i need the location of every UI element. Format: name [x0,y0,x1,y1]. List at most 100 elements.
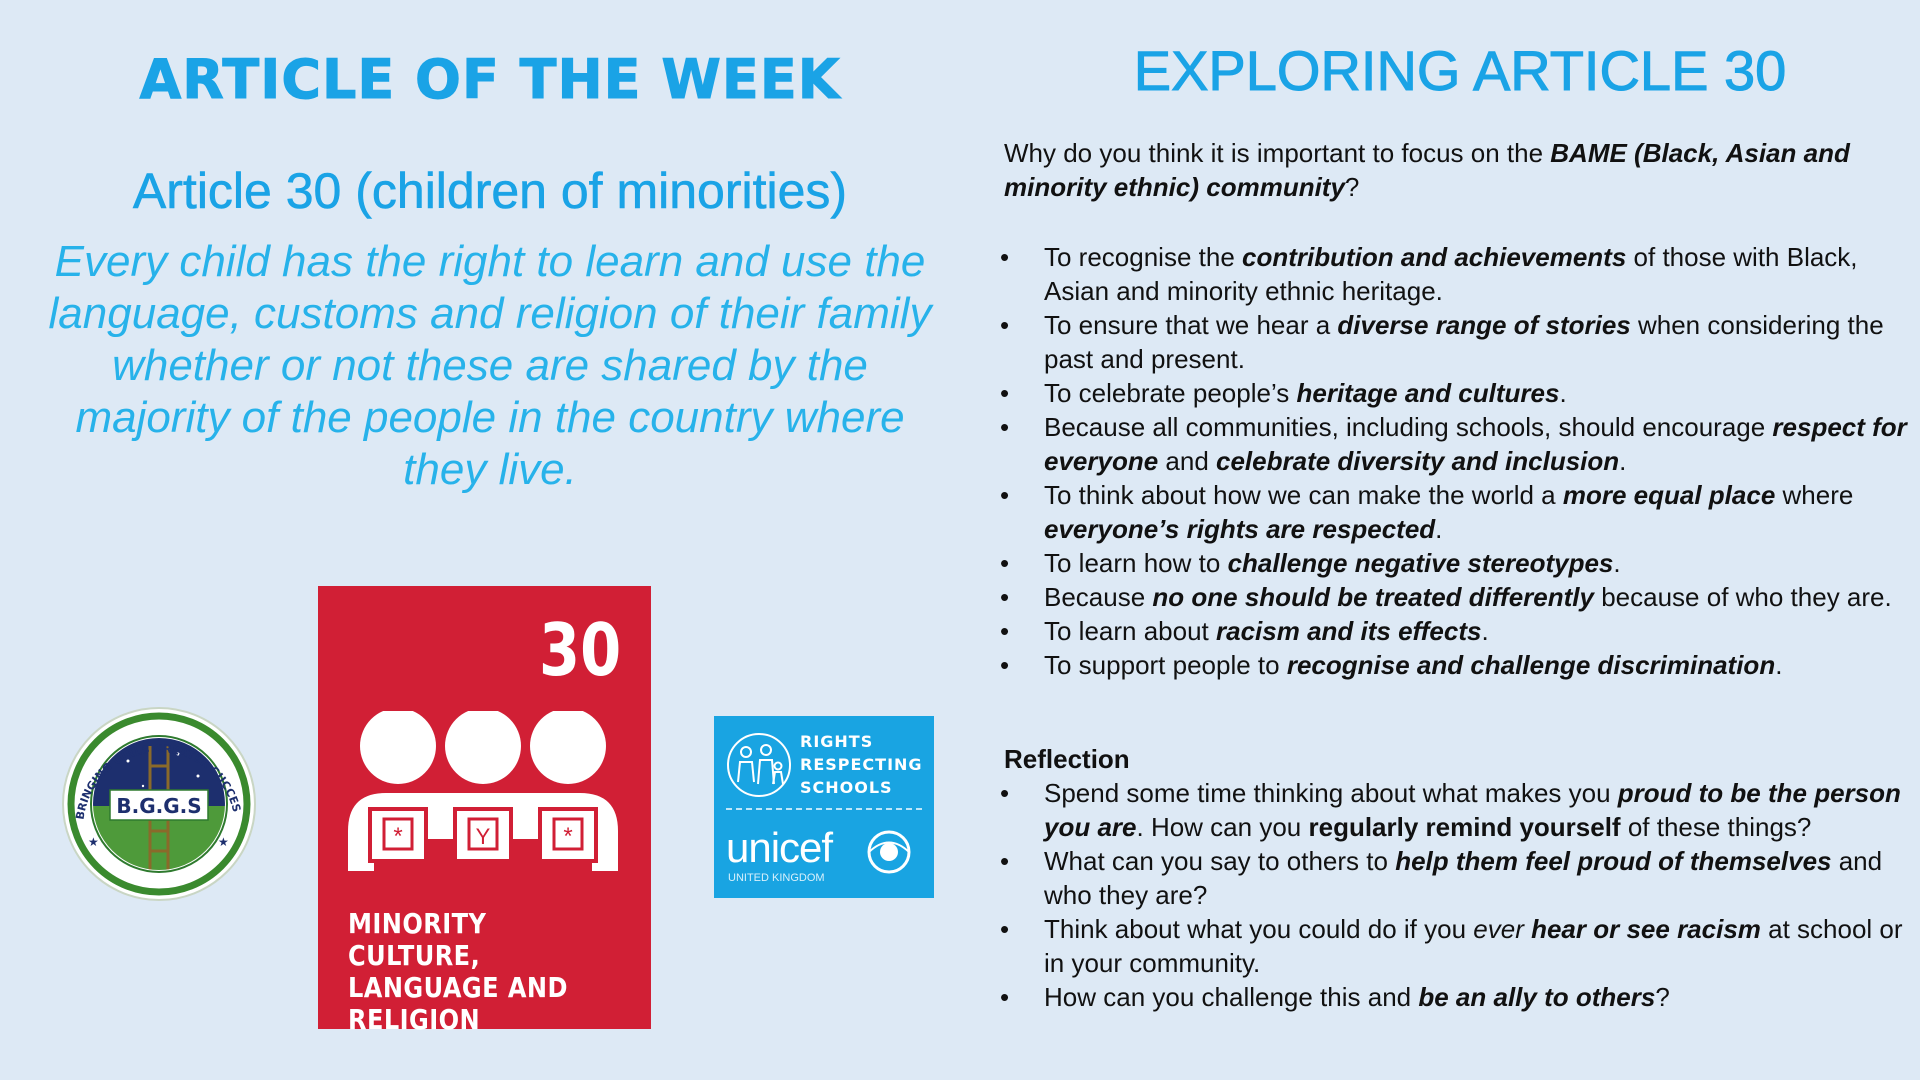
reason-item: • Because no one should be treated differ… [1000,580,1920,614]
divider [726,808,922,810]
text-run: Because [1044,582,1153,612]
reflection-item: • Spend some time thinking about what mak… [1000,776,1920,844]
bullet-icon: • [1000,582,1010,612]
text-run: and [1158,446,1217,476]
text-run: contribution and achievements [1242,242,1627,272]
reason-item: • To think about how we can make the worl… [1000,478,1920,546]
reason-item: • To learn how to challenge negative ster… [1000,546,1920,580]
text-run: and who they are? [1044,846,1883,910]
text-run: be an ally to others [1418,982,1656,1012]
bullet-icon: • [1000,480,1010,510]
text-run: diverse range of stories [1337,310,1631,340]
text-run: Think about what you could do if you [1044,914,1474,944]
minority-culture-icon: * Y * [348,708,618,876]
exploring-article-panel: EXPLORING ARTICLE 30 Why do you think it… [1000,0,1920,1080]
text-run: respect for everyone [1044,412,1907,476]
text-run: challenge negative stereotypes [1227,548,1614,578]
bullet-icon: • [1000,378,1010,408]
text-run: BAME (Black, Asian and minority ethnic) … [1004,138,1850,202]
reason-item: • To celebrate people’s heritage and cult… [1000,376,1920,410]
text-run: . [1435,514,1443,544]
article-card-label: MINORITY CULTURE, LANGUAGE AND RELIGION [348,907,568,1036]
text-run: . [1619,446,1627,476]
rrs-label-line: RESPECTING [800,755,923,774]
article-description: Every child has the right to learn and u… [48,237,932,494]
text-run: To support people to [1044,650,1287,680]
text-run: of those with Black, Asian and minority … [1044,242,1858,306]
reason-item: • To support people to recognise and chal… [1000,648,1920,682]
text-run: proud to be the person you are [1044,778,1901,842]
reflection-item: • How can you challenge this and be an al… [1000,980,1920,1014]
reason-item: • To recognise the contribution and achie… [1000,240,1920,308]
text-run: To celebrate people’s [1044,378,1297,408]
reflection-item: • Think about what you could do if you ev… [1000,912,1920,980]
unicef-globe-icon [864,829,914,880]
text-run [1524,914,1531,944]
article-title: Article 30 (children of minorities) [132,163,848,220]
svg-text:★: ★ [218,835,229,849]
article-30-card: 30 * Y * [318,586,651,1036]
text-run: everyone’s rights are respected [1044,514,1436,544]
text-run: help them feel proud of themselves [1395,846,1832,876]
text-run: To ensure that we hear a [1044,310,1338,340]
bullet-icon: • [1000,982,1010,1012]
rrs-label: RIGHTS RESPECTING SCHOOLS [800,730,923,799]
text-run: . [1775,650,1783,680]
text-run: at school or in your community. [1044,914,1903,978]
text-run: . [1481,616,1489,646]
bggs-initials: B.G.G.S [116,794,201,818]
text-run: Spend some time thinking about what make… [1044,778,1618,808]
family-icon [726,730,792,805]
text-run: To think about how we can make the world… [1044,480,1563,510]
reasons-list: • To recognise the contribution and achie… [1000,240,1920,682]
bullet-icon: • [1000,616,1010,646]
svg-text:*: * [393,823,402,850]
unicef-country: UNITED KINGDOM [728,872,825,884]
bullet-icon: • [1000,650,1010,680]
rrs-label-line: RIGHTS [800,732,874,751]
text-run: where [1775,480,1854,510]
exploring-article-heading: EXPLORING ARTICLE 30 [1133,39,1787,103]
reason-item: • Because all communities, including scho… [1000,410,1920,478]
text-run: celebrate diversity and inclusion [1216,446,1620,476]
reflection-heading: Reflection [1004,744,1130,774]
reflection-list: • Spend some time thinking about what mak… [1000,776,1920,1014]
svg-text:*: * [563,823,572,850]
bullet-icon: • [1000,242,1010,272]
text-run: What can you say to others to [1044,846,1396,876]
text-run: of these things? [1620,812,1812,842]
bggs-logo: B.G.G.S BRINGING GIRLS GREATER SUCCESS ★… [54,696,260,902]
text-run: To recognise the [1044,242,1243,272]
rrs-label-line: SCHOOLS [800,778,893,797]
text-run: hear or see racism [1531,914,1761,944]
text-run: . [1559,378,1567,408]
text-run: recognise and challenge discrimination [1286,650,1776,680]
bullet-icon: • [1000,412,1010,442]
reason-item: • To learn about racism and its effects. [1000,614,1920,648]
bullet-icon: • [1000,310,1010,340]
text-run: ever [1473,914,1524,944]
text-run: . How can you [1136,812,1309,842]
article-of-the-week-panel: ARTICLE OF THE WEEK Article 30 (children… [48,48,934,1036]
unicef-wordmark: unicef [726,824,833,871]
reflection-item: • What can you say to others to help them… [1000,844,1920,912]
text-run: more equal place [1562,480,1776,510]
bullet-icon: • [1000,778,1010,808]
svg-text:Y: Y [476,824,491,849]
rights-respecting-schools-logo: RIGHTS RESPECTING SCHOOLS unicef UNITED … [714,716,934,898]
text-run: To learn how to [1044,548,1228,578]
text-run: To learn about [1044,616,1217,646]
text-run: ? [1344,172,1360,202]
text-run: regularly remind yourself [1308,812,1621,842]
text-run: Because all communities, including schoo… [1044,412,1773,442]
text-run: ? [1655,982,1670,1012]
article-number: 30 [538,608,621,692]
reason-item: • To ensure that we hear a diverse range … [1000,308,1920,376]
bullet-icon: • [1000,548,1010,578]
text-run: racism and its effects [1216,616,1482,646]
article-of-the-week-heading: ARTICLE OF THE WEEK [139,48,841,112]
text-run: heritage and cultures [1296,378,1560,408]
text-run: when considering the past and present. [1044,310,1884,374]
svg-text:★: ★ [88,835,99,849]
text-run: Why do you think it is important to focu… [1004,138,1551,168]
